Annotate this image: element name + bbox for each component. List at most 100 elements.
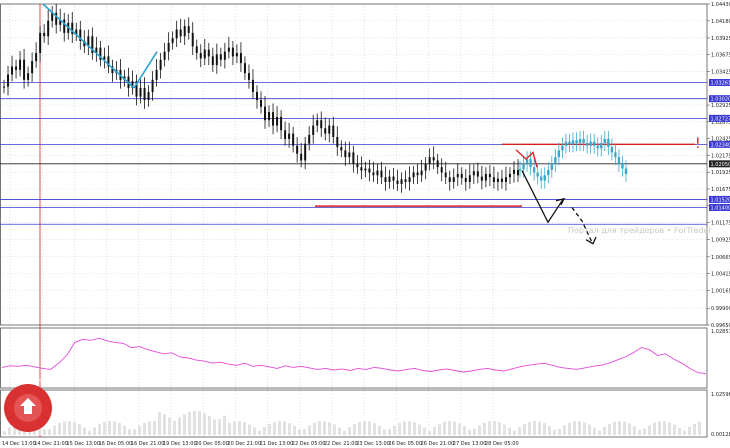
candle-body <box>51 12 54 21</box>
price-tick-label: 1.00925 <box>711 237 730 243</box>
candle-body <box>356 163 359 168</box>
candle-body <box>504 177 507 182</box>
candle-body <box>392 176 395 181</box>
candle-body <box>215 54 218 66</box>
time-tick-label: 19 Dec 13:00 <box>163 441 197 447</box>
candle-body <box>420 170 423 176</box>
candle-body <box>103 56 106 60</box>
volume-bar <box>528 421 531 435</box>
candle-body <box>39 32 42 54</box>
volume-bar <box>173 420 176 435</box>
candle-body <box>207 49 210 57</box>
price-tick-label: 1.00165 <box>711 288 730 294</box>
volume-bar <box>678 427 681 435</box>
candle-body <box>472 171 475 176</box>
volume-bar <box>483 422 486 435</box>
forecast-body <box>607 138 610 148</box>
volume-bar <box>298 429 301 435</box>
candle-body <box>320 120 323 129</box>
indicator-tick-label: 1.02857 <box>711 329 730 335</box>
candle-body <box>288 133 291 139</box>
volume-bar <box>403 421 406 435</box>
candle-body <box>352 152 355 164</box>
volume-panel-frame <box>0 389 708 438</box>
volume-bar <box>183 414 186 435</box>
candle-body <box>404 179 407 182</box>
volume-bar <box>313 422 316 435</box>
dashed-arrow-head <box>585 236 597 245</box>
volume-bar <box>408 421 411 435</box>
red-forecast-arrow <box>515 149 538 168</box>
forecast-body <box>525 159 529 164</box>
black-forecast-arrow <box>521 170 564 224</box>
volume-bar <box>338 427 341 435</box>
forecast-body <box>529 159 532 168</box>
volume-bar <box>103 422 106 435</box>
candle-body <box>35 53 38 62</box>
volume-bar <box>73 422 76 435</box>
price-tick-label: 1.01175 <box>711 221 730 227</box>
level-price-label: 1.03020 <box>711 97 730 103</box>
time-tick-label: 23 Dec 13:00 <box>356 441 390 447</box>
candle-body <box>428 157 431 164</box>
candle-body <box>211 56 214 66</box>
level-price-tag <box>709 140 730 148</box>
candle-body <box>11 66 14 75</box>
candle-body <box>344 150 347 158</box>
candle-body <box>235 53 238 57</box>
candle-body <box>219 54 222 60</box>
candle-body <box>135 81 138 97</box>
watermark: Портал для трейдеров • ForTrader <box>568 226 712 235</box>
volume-bar <box>158 412 161 435</box>
volume-bar <box>203 413 206 435</box>
volume-bar <box>553 429 556 435</box>
volume-bar <box>628 423 631 435</box>
volume-bar <box>598 430 601 435</box>
candle-body <box>412 172 415 178</box>
level-price-label: 1.03261 <box>711 81 730 87</box>
indicator-tick-label: 1.02596 <box>711 392 730 398</box>
price-tick-label: 1.02925 <box>711 103 730 109</box>
candle-body <box>23 59 26 80</box>
volume-bar <box>518 427 521 435</box>
volume-bar <box>243 422 246 435</box>
indicator-tick-label: 0.00128 <box>711 432 730 438</box>
dashed-forecast-arrow <box>571 207 593 243</box>
forecast-body <box>571 140 575 145</box>
volume-bar <box>498 422 501 435</box>
volume-bar <box>648 425 651 435</box>
candle-body <box>484 173 487 181</box>
level-price-label: 1.01400 <box>711 205 730 211</box>
candle-body <box>304 143 307 161</box>
forecast-body <box>596 145 599 149</box>
volume-bar <box>663 421 666 435</box>
forecast-body <box>603 138 606 144</box>
candle-body <box>131 81 134 88</box>
candle-body <box>227 47 230 52</box>
volume-bar <box>303 428 306 435</box>
price-tick-label: 1.00415 <box>711 272 730 278</box>
volume-bar <box>58 422 61 435</box>
level-price-tag <box>709 195 730 203</box>
candle-body <box>292 133 295 146</box>
volume-bar <box>368 421 371 435</box>
price-axis: 1.04430 1.04180 1.03925 1.03675 1.03425 1.029… <box>707 2 730 438</box>
candle-body <box>79 29 82 41</box>
volume-bar <box>658 421 661 435</box>
volume-bar <box>113 421 116 435</box>
price-tick-label: 1.04180 <box>711 19 730 25</box>
price-tick-label: 1.03675 <box>711 53 730 59</box>
volume-bar <box>588 424 591 435</box>
volume-bar <box>478 425 481 435</box>
candle-body <box>187 26 190 33</box>
downtrend-line <box>42 3 135 89</box>
level-price-tag <box>709 95 730 103</box>
black-arrow-head <box>555 197 566 206</box>
volume-bar <box>98 424 101 435</box>
candle-body <box>300 153 303 161</box>
candle-body <box>368 168 371 173</box>
candle-body <box>264 106 267 121</box>
price-tick-label: 1.03925 <box>711 36 730 42</box>
volume-bar <box>388 428 391 435</box>
candle-body <box>179 29 182 37</box>
